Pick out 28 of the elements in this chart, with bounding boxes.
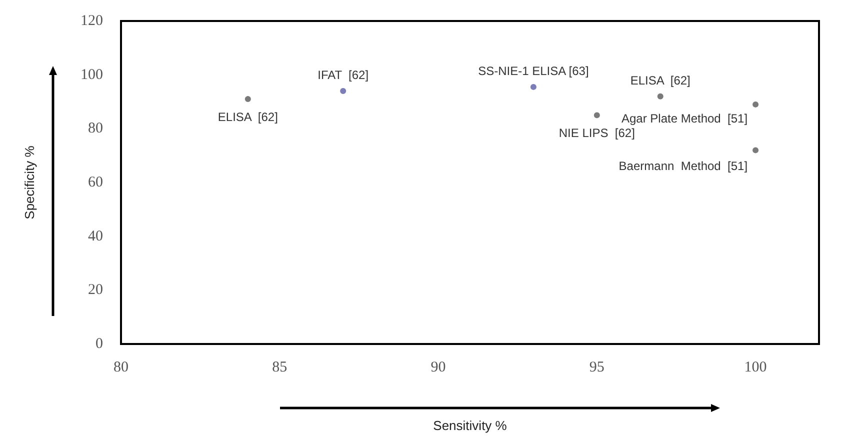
x-tick-label: 100: [744, 360, 767, 376]
x-axis-title: Sensitivity %: [433, 418, 508, 433]
x-tick-label: 95: [589, 360, 604, 376]
point: [594, 112, 600, 118]
y-tick-label: 100: [80, 66, 103, 83]
annotation: NIE LIPS [62]: [558, 126, 635, 140]
annotation: IFAT [62]: [318, 68, 369, 82]
point: [752, 147, 759, 154]
point: [657, 93, 664, 100]
annotation: Baermann Method [51]: [618, 159, 748, 174]
point: [530, 84, 536, 90]
y-tick-label: 40: [88, 228, 103, 244]
x-tick-label: 85: [272, 360, 288, 376]
point: [244, 96, 251, 102]
x-tick-label: 90: [430, 360, 446, 376]
annotation: ELISA [62]: [630, 73, 690, 88]
annotation: SS-NIE-1 ELISA [63]: [478, 64, 589, 78]
x-tick-label: 80: [114, 360, 128, 376]
point: [752, 101, 759, 108]
annotation: Agar Plate Method [51]: [621, 111, 748, 126]
y-tick-label: 80: [88, 120, 103, 137]
y-tick-label: 20: [88, 282, 103, 298]
y-tick-label: 60: [88, 174, 103, 190]
y-tick-label: 0: [96, 336, 103, 352]
y-axis-title: Specificity %: [22, 145, 37, 220]
point: [340, 88, 346, 94]
y-tick-label: 120: [80, 13, 103, 29]
annotation: ELISA [62]: [218, 110, 278, 124]
